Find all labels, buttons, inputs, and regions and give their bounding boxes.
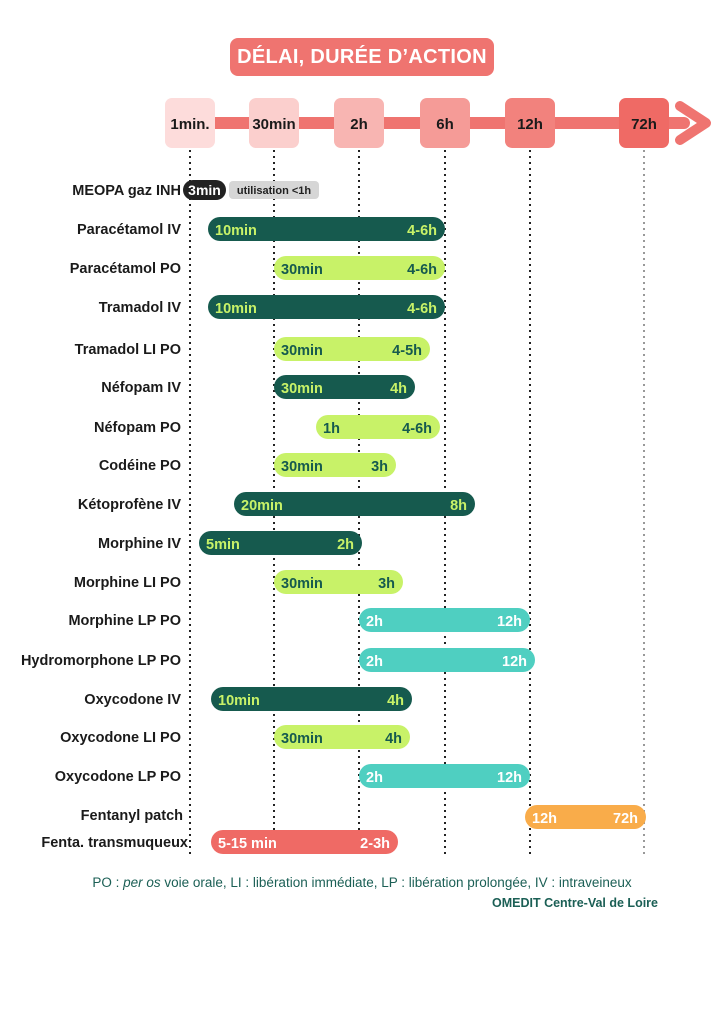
onset-label: 30min [281, 381, 323, 397]
onset-label: 30min [281, 343, 323, 359]
duration-label: 4h [387, 693, 404, 709]
drug-label: Néfopam IV [101, 380, 181, 396]
axis-tick-label: 12h [517, 116, 543, 133]
axis-arrow-head [675, 101, 711, 145]
drug-label: MEOPA gaz INH [72, 183, 181, 199]
axis-tick-box [165, 98, 215, 148]
legend-part-1: PO : [92, 875, 124, 890]
duration-label: 4-6h [407, 223, 437, 239]
axis-tick-box [505, 98, 555, 148]
duration-label: 4h [385, 731, 402, 747]
duration-bar [274, 570, 403, 594]
duration-label: 4h [390, 381, 407, 397]
drug-label: Hydromorphone LP PO [21, 653, 181, 669]
onset-label: 2h [366, 770, 383, 786]
duration-label: 12h [497, 614, 522, 630]
drug-label: Néfopam PO [94, 420, 181, 436]
duration-bar [359, 608, 530, 632]
onset-label: 12h [532, 811, 557, 827]
duration-label: 4-6h [407, 262, 437, 278]
onset-label: 3min [188, 182, 221, 198]
duration-label: 4-6h [402, 421, 432, 437]
axis-tick-box [334, 98, 384, 148]
duration-bar [359, 648, 535, 672]
drug-label: Tramadol LI PO [75, 342, 181, 358]
duration-bar [274, 337, 430, 361]
legend-text: PO : per os voie orale, LI : libération … [0, 875, 724, 890]
drug-label: Kétoprofène IV [78, 497, 181, 513]
axis-tick-label: 2h [350, 116, 368, 133]
duration-bar [316, 415, 440, 439]
onset-label: 10min [215, 301, 257, 317]
duration-bar [234, 492, 475, 516]
onset-label: 10min [215, 223, 257, 239]
legend-part-3: voie orale, LI : libération immédiate, L… [160, 875, 632, 890]
duration-bar [359, 764, 530, 788]
duration-bar [274, 256, 445, 280]
drug-label: Paracétamol PO [70, 261, 181, 277]
duration-bar [208, 295, 445, 319]
drug-label: Codéine PO [99, 458, 181, 474]
drug-label: Oxycodone LP PO [55, 769, 181, 785]
onset-label: 30min [281, 731, 323, 747]
duration-label: 4-6h [407, 301, 437, 317]
chart-title: DÉLAI, DURÉE D’ACTION [230, 38, 494, 76]
chart-canvas: 1min. 30min 2h 6h 12h 72h MEOPA gaz INH 3min uti… [21, 98, 711, 856]
duration-bar [274, 725, 410, 749]
duration-label: 72h [613, 811, 638, 827]
duration-label: 12h [502, 654, 527, 670]
duration-bar [211, 687, 412, 711]
onset-label: 2h [366, 614, 383, 630]
axis-tick-box [420, 98, 470, 148]
axis-tick-label: 72h [631, 116, 657, 133]
duration-label: 8h [450, 498, 467, 514]
axis-tick-label: 6h [436, 116, 454, 133]
drug-label: Oxycodone LI PO [60, 730, 181, 746]
duration-label: 3h [378, 576, 395, 592]
legend-part-2: per os [123, 875, 161, 890]
onset-label: 30min [281, 576, 323, 592]
duration-label: 12h [497, 770, 522, 786]
duration-label: 2h [337, 537, 354, 553]
onset-label: 30min [281, 459, 323, 475]
drug-label: Morphine IV [98, 536, 181, 552]
usage-tag [229, 181, 319, 199]
onset-label: 5min [206, 537, 240, 553]
axis-tick-label: 1min. [170, 116, 209, 133]
drug-label: Morphine LP PO [68, 613, 181, 629]
drug-label: Morphine LI PO [74, 575, 181, 591]
axis-tick-box [249, 98, 299, 148]
axis-tick-label: 30min [252, 116, 295, 133]
duration-label: utilisation <1h [237, 185, 312, 197]
duration-label: 2-3h [360, 836, 390, 852]
drug-label: Fenta. transmuqueux [41, 835, 188, 851]
drug-label: Paracétamol IV [77, 222, 181, 238]
onset-label: 2h [366, 654, 383, 670]
credit-text: OMEDIT Centre-Val de Loire [491, 896, 658, 910]
duration-bar [525, 805, 646, 829]
onset-label: 10min [218, 693, 260, 709]
onset-label: 1h [323, 421, 340, 437]
duration-bar [208, 217, 445, 241]
duration-bar [274, 375, 415, 399]
onset-pill [183, 180, 226, 200]
axis-tick-box [619, 98, 669, 148]
drug-label: Fentanyl patch [81, 808, 183, 824]
duration-label: 4-5h [392, 343, 422, 359]
drug-label: Oxycodone IV [84, 692, 181, 708]
drug-label: Tramadol IV [99, 300, 182, 316]
duration-label: 3h [371, 459, 388, 475]
duration-bar [274, 453, 396, 477]
duration-bar [199, 531, 362, 555]
onset-label: 5-15 min [218, 836, 277, 852]
duration-bar [211, 830, 398, 854]
onset-label: 20min [241, 498, 283, 514]
onset-label: 30min [281, 262, 323, 278]
